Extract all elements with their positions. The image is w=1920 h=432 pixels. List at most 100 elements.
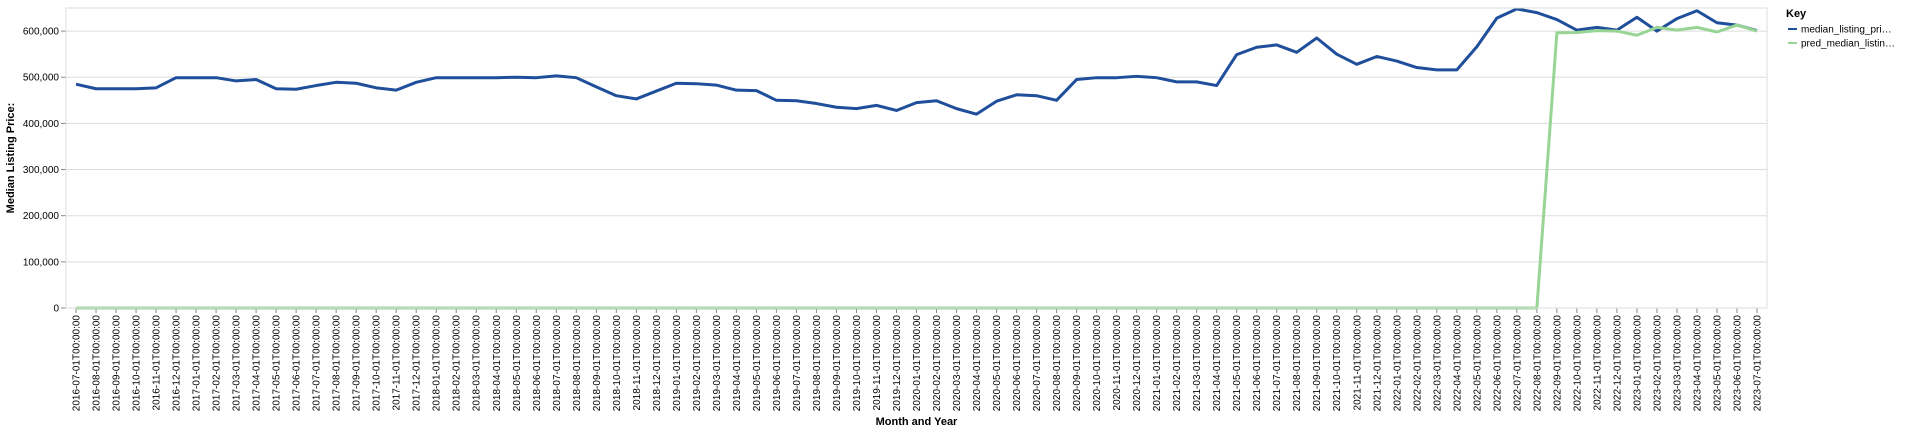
x-tick-label: 2020-06-01T00:00:00 (1012, 315, 1023, 412)
x-tick-label: 2019-06-01T00:00:00 (772, 315, 783, 412)
x-tick-label: 2020-10-01T00:00:00 (1092, 315, 1103, 412)
x-tick-label: 2022-04-01T00:00:00 (1452, 315, 1463, 412)
y-tick-label: 200,000 (23, 211, 60, 222)
x-tick-label: 2021-11-01T00:00:00 (1352, 315, 1363, 411)
x-axis: 2016-07-01T00:00:00 2016-08-01T00:00:00 20… (66, 307, 1767, 412)
x-tick-label: 2023-02-01T00:00:00 (1652, 315, 1663, 412)
x-tick-label: 2020-05-01T00:00:00 (992, 315, 1003, 412)
x-tick-label: 2020-11-01T00:00:00 (1112, 315, 1123, 411)
x-tick-label: 2019-01-01T00:00:00 (672, 315, 683, 412)
x-tick-label: 2021-05-01T00:00:00 (1232, 315, 1243, 412)
x-tick-label: 2018-06-01T00:00:00 (532, 315, 543, 412)
y-tick-label: 300,000 (23, 165, 60, 176)
x-tick-label: 2019-12-01T00:00:00 (892, 315, 903, 412)
x-tick-label: 2017-02-01T00:00:00 (212, 315, 223, 412)
legend-title: Key (1786, 8, 1807, 20)
x-tick-label: 2020-02-01T00:00:00 (932, 315, 943, 412)
x-tick-label: 2018-01-01T00:00:00 (432, 315, 443, 412)
x-tick-label: 2022-12-01T00:00:00 (1612, 315, 1623, 412)
x-tick-label: 2020-07-01T00:00:00 (1032, 315, 1043, 412)
x-tick-label: 2017-05-01T00:00:00 (272, 315, 283, 412)
x-axis-title: Month and Year (876, 416, 958, 428)
x-tick-label: 2018-10-01T00:00:00 (612, 315, 623, 412)
x-tick-label: 2022-02-01T00:00:00 (1412, 315, 1423, 412)
x-tick-label: 2018-11-01T00:00:00 (632, 315, 643, 411)
x-tick-label: 2017-04-01T00:00:00 (252, 315, 263, 412)
x-tick-label: 2017-06-01T00:00:00 (292, 315, 303, 412)
legend: Key median_listing_pri… pred_median_listi… (1786, 8, 1895, 50)
x-tick-label: 2019-03-01T00:00:00 (712, 315, 723, 412)
grid-lines (66, 30, 1767, 309)
x-tick-label: 2020-04-01T00:00:00 (972, 315, 983, 412)
x-tick-label: 2023-03-01T00:00:00 (1672, 315, 1683, 412)
x-tick-label: 2021-06-01T00:00:00 (1252, 315, 1263, 412)
x-tick-label: 2021-01-01T00:00:00 (1152, 315, 1163, 412)
x-tick-label: 2021-10-01T00:00:00 (1332, 315, 1343, 412)
x-tick-label: 2018-02-01T00:00:00 (452, 315, 463, 412)
y-tick-label: 400,000 (23, 119, 60, 130)
x-tick-label: 2021-03-01T00:00:00 (1192, 315, 1203, 412)
x-tick-label: 2021-09-01T00:00:00 (1312, 315, 1323, 412)
x-tick-label: 2019-02-01T00:00:00 (692, 315, 703, 412)
x-tick-label: 2022-08-01T00:00:00 (1532, 315, 1543, 412)
x-tick-label: 2022-01-01T00:00:00 (1392, 315, 1403, 412)
y-axis-title: Median Listing Price: (5, 103, 17, 214)
x-tick-label: 2022-10-01T00:00:00 (1572, 315, 1583, 412)
series-line (75, 7, 1758, 116)
x-tick-label: 2017-07-01T00:00:00 (312, 315, 323, 412)
plot-frame (65, 7, 1768, 309)
legend-label: median_listing_pri… (1801, 25, 1892, 36)
x-tick-label: 2019-11-01T00:00:00 (872, 315, 883, 411)
x-tick-label: 2016-12-01T00:00:00 (172, 315, 183, 412)
y-axis: 0 100,000 200,000 300,000 400,000 500,000 600,… (23, 8, 67, 315)
x-tick-label: 2017-11-01T00:00:00 (392, 315, 403, 411)
x-tick-label: 2020-12-01T00:00:00 (1132, 315, 1143, 412)
y-tick-label: 600,000 (23, 27, 60, 38)
x-tick-label: 2016-10-01T00:00:00 (132, 315, 143, 412)
x-tick-label: 2016-11-01T00:00:00 (152, 315, 163, 411)
legend-label: pred_median_listin… (1801, 39, 1895, 50)
x-tick-label: 2020-08-01T00:00:00 (1052, 315, 1063, 412)
x-tick-label: 2022-06-01T00:00:00 (1492, 315, 1503, 412)
x-tick-label: 2017-09-01T00:00:00 (352, 315, 363, 412)
x-tick-label: 2022-05-01T00:00:00 (1472, 315, 1483, 412)
x-tick-label: 2019-07-01T00:00:00 (792, 315, 803, 412)
x-tick-label: 2021-07-01T00:00:00 (1272, 315, 1283, 412)
x-tick-label: 2022-07-01T00:00:00 (1512, 315, 1523, 412)
x-tick-label: 2020-03-01T00:00:00 (952, 315, 963, 412)
x-tick-label: 2017-03-01T00:00:00 (232, 315, 243, 412)
x-tick-label: 2019-09-01T00:00:00 (832, 315, 843, 412)
x-tick-label: 2017-08-01T00:00:00 (332, 315, 343, 412)
x-tick-label: 2022-09-01T00:00:00 (1552, 315, 1563, 412)
x-tick-label: 2022-11-01T00:00:00 (1592, 315, 1603, 411)
x-tick-label: 2017-12-01T00:00:00 (412, 315, 423, 412)
x-tick-label: 2020-01-01T00:00:00 (912, 315, 923, 412)
x-tick-label: 2023-06-01T00:00:00 (1732, 315, 1743, 412)
x-tick-label: 2023-07-01T00:00:00 (1752, 315, 1763, 412)
y-tick-label: 100,000 (23, 257, 60, 268)
x-tick-label: 2021-04-01T00:00:00 (1212, 315, 1223, 412)
x-tick-label: 2023-04-01T00:00:00 (1692, 315, 1703, 412)
x-tick-label: 2018-08-01T00:00:00 (572, 315, 583, 412)
x-tick-label: 2023-01-01T00:00:00 (1632, 315, 1643, 412)
x-tick-label: 2017-01-01T00:00:00 (192, 315, 203, 412)
x-tick-label: 2018-12-01T00:00:00 (652, 315, 663, 412)
y-tick-label: 0 (53, 304, 59, 315)
x-tick-label: 2018-03-01T00:00:00 (472, 315, 483, 412)
series-lines (75, 7, 1758, 310)
x-tick-label: 2019-08-01T00:00:00 (812, 315, 823, 412)
x-tick-label: 2018-09-01T00:00:00 (592, 315, 603, 412)
x-tick-label: 2017-10-01T00:00:00 (372, 315, 383, 412)
x-tick-label: 2022-03-01T00:00:00 (1432, 315, 1443, 412)
x-tick-label: 2018-05-01T00:00:00 (512, 315, 523, 412)
x-tick-label: 2023-05-01T00:00:00 (1712, 315, 1723, 412)
x-tick-label: 2021-08-01T00:00:00 (1292, 315, 1303, 412)
x-tick-label: 2021-12-01T00:00:00 (1372, 315, 1383, 412)
x-tick-label: 2016-07-01T00:00:00 (72, 315, 83, 412)
x-tick-label: 2019-10-01T00:00:00 (852, 315, 863, 412)
x-tick-label: 2018-04-01T00:00:00 (492, 315, 503, 412)
y-tick-label: 500,000 (23, 73, 60, 84)
x-tick-label: 2018-07-01T00:00:00 (552, 315, 563, 412)
x-tick-label: 2019-04-01T00:00:00 (732, 315, 743, 412)
